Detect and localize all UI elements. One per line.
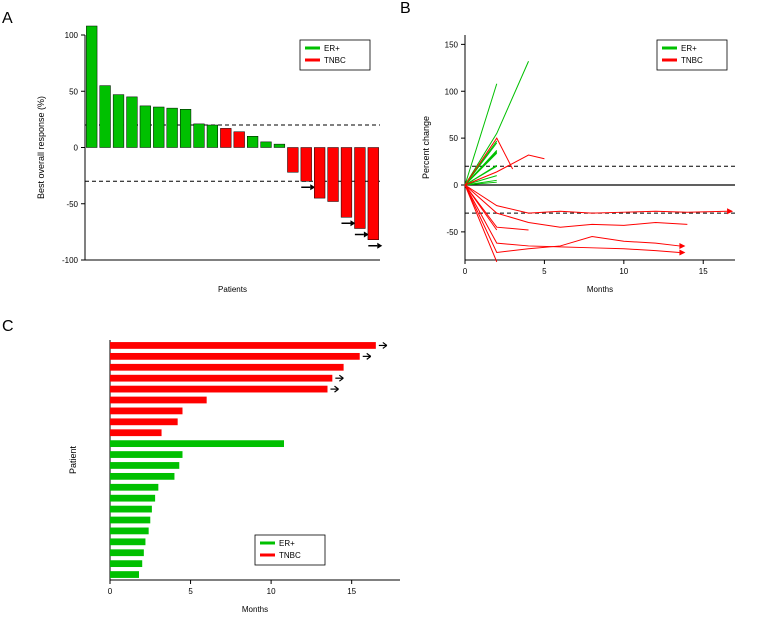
svg-text:ER+: ER+ xyxy=(279,539,295,548)
svg-text:15: 15 xyxy=(699,267,708,276)
svg-text:TNBC: TNBC xyxy=(324,56,346,65)
svg-text:0: 0 xyxy=(74,144,79,153)
svg-text:50: 50 xyxy=(69,87,78,96)
svg-text:100: 100 xyxy=(445,87,459,96)
svg-text:Best overall response (%): Best overall response (%) xyxy=(36,96,46,199)
panel-b-label: B xyxy=(400,0,411,18)
svg-text:TNBC: TNBC xyxy=(279,551,301,560)
svg-text:0: 0 xyxy=(108,587,113,596)
svg-text:-50: -50 xyxy=(446,228,458,237)
chart-c: 0 5 10 15 Patient Months ER+ TNBC xyxy=(60,330,420,625)
svg-text:ER+: ER+ xyxy=(324,44,340,53)
svg-text:100: 100 xyxy=(65,31,79,40)
svg-text:Patients: Patients xyxy=(218,285,247,294)
svg-text:-100: -100 xyxy=(62,256,79,265)
svg-text:Percent change: Percent change xyxy=(421,116,431,179)
svg-text:TNBC: TNBC xyxy=(681,56,703,65)
chart-b: 0 5 10 15 -50 0 50 100 150 Percent change Months ER… xyxy=(415,20,745,305)
svg-text:Months: Months xyxy=(587,285,613,294)
svg-text:10: 10 xyxy=(619,267,628,276)
svg-text:50: 50 xyxy=(449,134,458,143)
chart-a: -100 -50 0 50 100 Best overall response (%) Pa… xyxy=(30,20,390,305)
svg-text:Patient: Patient xyxy=(68,445,78,474)
svg-text:150: 150 xyxy=(445,40,459,49)
svg-text:0: 0 xyxy=(454,181,459,190)
panel-a-label: A xyxy=(2,10,13,28)
svg-text:5: 5 xyxy=(542,267,547,276)
svg-text:5: 5 xyxy=(188,587,193,596)
svg-text:-50: -50 xyxy=(66,200,78,209)
svg-text:ER+: ER+ xyxy=(681,44,697,53)
svg-text:15: 15 xyxy=(347,587,356,596)
panel-c-label: C xyxy=(2,318,14,336)
svg-text:Months: Months xyxy=(242,605,268,614)
svg-text:0: 0 xyxy=(463,267,468,276)
svg-text:10: 10 xyxy=(267,587,276,596)
